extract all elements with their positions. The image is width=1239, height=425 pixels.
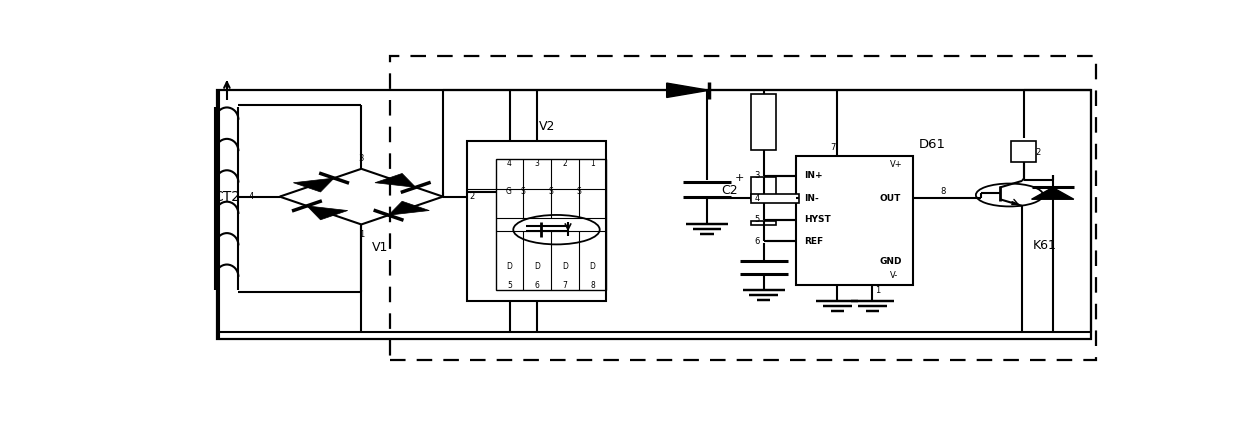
- Text: 7: 7: [563, 281, 567, 290]
- Text: 5: 5: [755, 215, 760, 224]
- Text: K61: K61: [1033, 239, 1057, 252]
- Polygon shape: [667, 83, 709, 97]
- Polygon shape: [1032, 187, 1074, 199]
- Bar: [467, 141, 606, 301]
- Text: S: S: [549, 187, 554, 196]
- Text: 4: 4: [248, 192, 254, 201]
- Text: +: +: [735, 173, 745, 183]
- Text: CT2: CT2: [213, 190, 240, 204]
- Polygon shape: [307, 206, 348, 220]
- Bar: [751, 221, 776, 225]
- Text: V+: V+: [890, 160, 902, 169]
- Text: D61: D61: [918, 138, 945, 151]
- Text: V-: V-: [890, 272, 898, 280]
- Text: 4: 4: [755, 194, 760, 203]
- Text: 2: 2: [470, 192, 475, 201]
- Text: 4: 4: [507, 159, 512, 168]
- Text: 1: 1: [359, 230, 364, 239]
- Text: 3: 3: [535, 159, 540, 168]
- Polygon shape: [389, 201, 429, 215]
- Text: 6: 6: [755, 237, 760, 246]
- Text: D: D: [534, 262, 540, 271]
- Bar: [751, 194, 799, 203]
- Text: IN-: IN-: [804, 194, 819, 203]
- Bar: [390, 56, 1097, 360]
- Bar: [217, 90, 1092, 339]
- Text: 1: 1: [875, 286, 880, 295]
- Text: 5: 5: [507, 281, 512, 290]
- Text: 3: 3: [755, 171, 760, 180]
- Text: V1: V1: [373, 241, 389, 254]
- Bar: [496, 159, 606, 290]
- Text: 3: 3: [358, 155, 364, 164]
- Text: 1: 1: [590, 159, 595, 168]
- Text: V2: V2: [539, 120, 555, 133]
- Polygon shape: [375, 173, 416, 187]
- Bar: [751, 177, 776, 200]
- Polygon shape: [294, 178, 335, 192]
- Text: 8: 8: [590, 281, 595, 290]
- Text: 8: 8: [940, 187, 945, 196]
- Bar: [797, 156, 913, 285]
- Text: 2: 2: [1036, 148, 1041, 157]
- Text: IN+: IN+: [804, 171, 823, 180]
- Text: OUT: OUT: [880, 194, 901, 203]
- Text: S: S: [576, 187, 581, 196]
- Text: D: D: [561, 262, 567, 271]
- Text: D: D: [590, 262, 595, 271]
- Bar: [1011, 141, 1036, 162]
- Text: D: D: [507, 262, 513, 271]
- Text: HYST: HYST: [804, 215, 830, 224]
- Text: 2: 2: [563, 159, 567, 168]
- Text: GND: GND: [880, 257, 902, 266]
- Text: 7: 7: [830, 143, 835, 152]
- Text: S: S: [520, 187, 525, 196]
- Bar: [751, 94, 776, 150]
- Text: 6: 6: [535, 281, 540, 290]
- Text: G: G: [506, 187, 512, 196]
- Text: C2: C2: [721, 184, 737, 197]
- Text: REF: REF: [804, 237, 823, 246]
